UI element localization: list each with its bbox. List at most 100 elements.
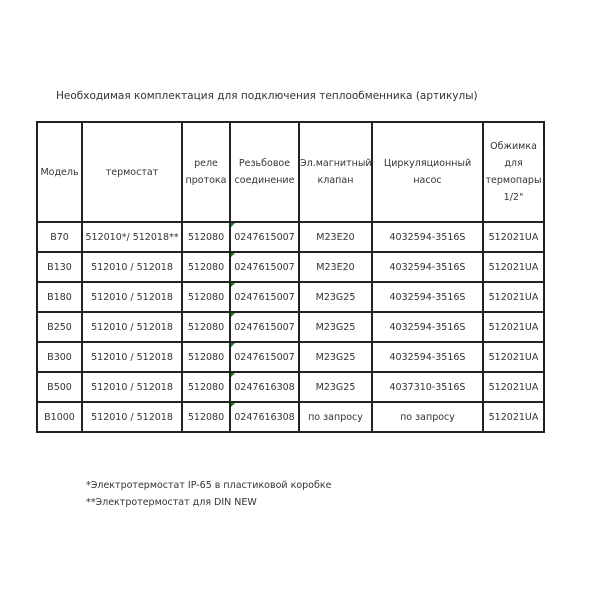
table-cell: 512021UA	[482, 401, 545, 433]
cell-text: 0247615007	[234, 261, 295, 273]
cell-text: B500	[47, 381, 72, 393]
table-cell: B250	[36, 311, 83, 343]
table-cell: 512021UA	[482, 251, 545, 283]
cell-text: 4032594-3516S	[389, 321, 466, 333]
cell-text: 512021UA	[488, 261, 539, 273]
table-cell: по запросу	[298, 401, 373, 433]
cell-text: 0247616308	[234, 411, 295, 423]
cell-text: 512010 / 512018	[91, 411, 173, 423]
table-header-row: Модель термостат реле протока Резьбовое сое…	[36, 121, 545, 223]
cell-text: 512010*/ 512018**	[85, 231, 179, 243]
cell-text: 512080	[187, 411, 225, 423]
cell-text: 512080	[187, 261, 225, 273]
footnote: *Электротермостат IP-65 в пластиковой ко…	[86, 480, 332, 491]
table-cell: 4032594-3516S	[371, 281, 484, 313]
table-cell: 512021UA	[482, 281, 545, 313]
table-cell: M23G25	[298, 311, 373, 343]
cell-text: 512021UA	[488, 321, 539, 333]
table-row: B70 512010*/ 512018** 512080 0247615007 M23E…	[36, 221, 545, 253]
cell-text: 4032594-3516S	[389, 351, 466, 363]
cell-text: M23E20	[316, 231, 355, 243]
cell-comment-marker	[231, 313, 235, 317]
table-cell: M23E20	[298, 251, 373, 283]
cell-text: 0247615007	[234, 351, 295, 363]
table-row: B300 512010 / 512018 512080 0247615007 M23G2…	[36, 341, 545, 373]
table-cell: B500	[36, 371, 83, 403]
table-cell: 0247615007	[229, 311, 300, 343]
table-cell: 512021UA	[482, 311, 545, 343]
table-cell: 512010 / 512018	[81, 311, 183, 343]
table-cell: 512010 / 512018	[81, 401, 183, 433]
table-row: B1000 512010 / 512018 512080 0247616308 по з…	[36, 401, 545, 433]
table-row: B180 512010 / 512018 512080 0247615007 M23G2…	[36, 281, 545, 313]
table-cell: B70	[36, 221, 83, 253]
cell-text: 512021UA	[488, 231, 539, 243]
table-cell: 512010 / 512018	[81, 341, 183, 373]
cell-text: 512021UA	[488, 381, 539, 393]
table-cell: 512010*/ 512018**	[81, 221, 183, 253]
table-cell: B1000	[36, 401, 83, 433]
column-header: Эл.магнитный клапан	[298, 121, 373, 223]
cell-text: B180	[47, 291, 72, 303]
table-cell: B180	[36, 281, 83, 313]
table-row: B250 512010 / 512018 512080 0247615007 M23G2…	[36, 311, 545, 343]
table-cell: B300	[36, 341, 83, 373]
table-cell: 512080	[181, 281, 231, 313]
table-cell: 4032594-3516S	[371, 221, 484, 253]
cell-text: M23G25	[315, 321, 356, 333]
cell-text: по запросу	[308, 411, 363, 423]
parts-table: Модель термостат реле протока Резьбовое сое…	[36, 121, 545, 433]
table-cell: 4032594-3516S	[371, 341, 484, 373]
cell-text: M23G25	[315, 381, 356, 393]
cell-text: 512010 / 512018	[91, 381, 173, 393]
cell-comment-marker	[231, 253, 235, 257]
table-cell: 512010 / 512018	[81, 281, 183, 313]
table-row: B130 512010 / 512018 512080 0247615007 M23E2…	[36, 251, 545, 283]
cell-text: 0247615007	[234, 231, 295, 243]
table-cell: 512021UA	[482, 341, 545, 373]
column-header: Обжимка для термопары 1/2"	[482, 121, 545, 223]
table-row: B500 512010 / 512018 512080 0247616308 M23G2…	[36, 371, 545, 403]
table-cell: 512021UA	[482, 221, 545, 253]
table-cell: 0247615007	[229, 221, 300, 253]
cell-text: 512080	[187, 321, 225, 333]
cell-text: B70	[50, 231, 69, 243]
table-cell: M23E20	[298, 221, 373, 253]
cell-text: 4037310-3516S	[389, 381, 466, 393]
column-header: Резьбовое соединение	[229, 121, 300, 223]
table-cell: 512010 / 512018	[81, 251, 183, 283]
table-cell: M23G25	[298, 341, 373, 373]
cell-text: по запросу	[400, 411, 455, 423]
cell-text: 512080	[187, 291, 225, 303]
table-cell: 512080	[181, 251, 231, 283]
cell-text: 512010 / 512018	[91, 351, 173, 363]
table-cell: 512080	[181, 341, 231, 373]
cell-text: B300	[47, 351, 72, 363]
table-cell: 512080	[181, 221, 231, 253]
table-cell: 4032594-3516S	[371, 311, 484, 343]
cell-comment-marker	[231, 373, 235, 377]
table-cell: 512080	[181, 371, 231, 403]
table-cell: 0247615007	[229, 341, 300, 373]
cell-text: 0247615007	[234, 291, 295, 303]
footnote: **Электротермостат для DIN NEW	[86, 497, 257, 508]
table-cell: 512021UA	[482, 371, 545, 403]
cell-text: 512021UA	[488, 291, 539, 303]
table-cell: 512080	[181, 401, 231, 433]
cell-text: 4032594-3516S	[389, 291, 466, 303]
cell-comment-marker	[231, 403, 235, 407]
cell-text: B130	[47, 261, 72, 273]
cell-text: 0247615007	[234, 321, 295, 333]
document-title: Необходимая комплектация для подключения…	[56, 90, 478, 102]
table-cell: 4037310-3516S	[371, 371, 484, 403]
table-cell: 4032594-3516S	[371, 251, 484, 283]
cell-text: B1000	[44, 411, 75, 423]
column-header: Модель	[36, 121, 83, 223]
column-header: термостат	[81, 121, 183, 223]
cell-text: 512021UA	[488, 351, 539, 363]
cell-comment-marker	[231, 223, 235, 227]
cell-text: 0247616308	[234, 381, 295, 393]
table-cell: по запросу	[371, 401, 484, 433]
table-cell: 512010 / 512018	[81, 371, 183, 403]
cell-text: M23E20	[316, 261, 355, 273]
